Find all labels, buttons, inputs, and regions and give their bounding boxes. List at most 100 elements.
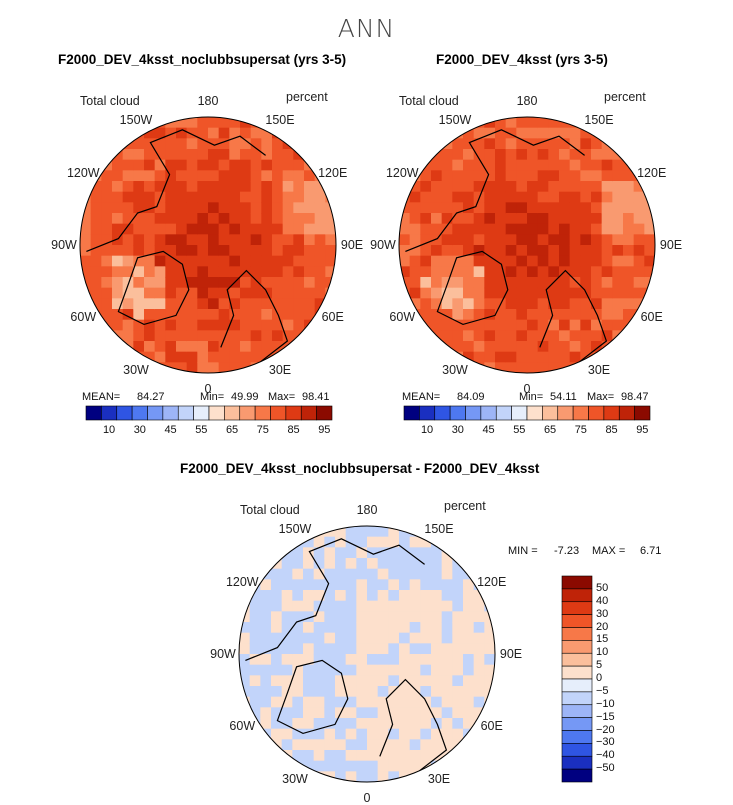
panel2-cell: [420, 362, 432, 373]
panel1-cell: [282, 170, 294, 182]
panel3-cell: [388, 664, 400, 676]
panel2-cell: [559, 245, 571, 257]
panel2-cell: [644, 255, 655, 267]
panel1-longitude-label: 180: [197, 94, 219, 108]
panel1-cell: [144, 245, 156, 257]
panel2-cell: [623, 181, 635, 193]
panel2-cell: [420, 149, 432, 161]
panel3-cell: [271, 771, 283, 782]
panel2-cell: [452, 330, 464, 342]
panel2-cell: [623, 341, 635, 353]
panel2-cell: [612, 341, 624, 353]
panel2-cell: [484, 213, 496, 225]
panel2-cell: [463, 181, 475, 193]
panel3-cell: [399, 750, 411, 762]
panel1-cell: [261, 234, 273, 246]
panel3-cell: [420, 750, 432, 762]
panel3-longitude-label: 90W: [210, 647, 236, 661]
panel1-cell: [122, 255, 134, 267]
panel1-cell: [154, 149, 166, 161]
panel1-cell: [80, 234, 92, 246]
panel1-cell: [304, 117, 316, 129]
panel3-cell: [452, 632, 464, 644]
panel1-cell: [90, 181, 102, 193]
panel3-cell: [281, 600, 293, 612]
panel2-cell: [601, 298, 613, 310]
panel1-cell: [90, 277, 102, 289]
panel3-cell: [377, 675, 389, 687]
panel2-cell: [441, 234, 453, 246]
panel2-cell: [505, 277, 517, 289]
panel2-cell: [431, 223, 443, 235]
panel2-cell: [441, 330, 453, 342]
panel1-cell: [325, 266, 336, 278]
panel3-cell: [335, 686, 347, 698]
panel3-cell: [484, 558, 495, 570]
panel2-cell: [409, 191, 421, 203]
panel2-cell: [516, 266, 528, 278]
panel3-cell: [313, 750, 325, 762]
panel2-cell: [580, 127, 592, 139]
panel1-cell: [314, 127, 326, 139]
panel3-cell: [463, 590, 475, 602]
panel3-cell: [292, 739, 304, 751]
panel3-cell: [260, 622, 272, 634]
panel1-cell: [240, 341, 252, 353]
panel1-cell: [272, 138, 284, 150]
panel2-cell: [516, 191, 528, 203]
panel3-cell: [463, 622, 475, 634]
panel1-cell: [272, 351, 284, 363]
panel3-cell: [441, 654, 453, 666]
panel1-cell: [176, 319, 188, 331]
panel1-cell: [154, 319, 166, 331]
panel3-cell: [249, 654, 261, 666]
panel1-cell: [218, 351, 230, 363]
panel3-cell: [345, 568, 357, 580]
panel2-cell: [559, 287, 571, 299]
panel1-cell: [154, 351, 166, 363]
panel1-cell: [314, 266, 326, 278]
panel1-cell: [176, 287, 188, 299]
panel3-cell: [388, 707, 400, 719]
panel3-longitude-label: 120W: [225, 575, 259, 589]
panel1-cell: [154, 341, 166, 353]
panel1-cell: [122, 287, 134, 299]
panel2-cell: [633, 191, 645, 203]
panel2-cell: [495, 234, 507, 246]
panel3-cell: [377, 664, 389, 676]
panel1-cell: [218, 255, 230, 267]
panel1-cell: [218, 213, 230, 225]
panel2-cell: [580, 309, 592, 321]
panel1-cell: [240, 245, 252, 257]
colorbar-swatch: [561, 768, 593, 783]
panel2-cell: [527, 287, 539, 299]
panel1-cell: [90, 149, 102, 161]
panel3-cell: [463, 558, 475, 570]
panel2-cell: [399, 266, 411, 278]
panel1-cell: [176, 341, 188, 353]
panel2-cell: [559, 277, 571, 289]
panel2-cell: [591, 351, 603, 363]
panel3-cell: [452, 579, 464, 591]
panel1-cell: [165, 202, 177, 214]
panel1-variable-label: Total cloud: [80, 94, 140, 108]
panel3-cell: [367, 590, 379, 602]
panel3-cell: [463, 568, 475, 580]
panel2-cell: [441, 266, 453, 278]
panel3-cell: [281, 675, 293, 687]
panel2-cell: [473, 309, 485, 321]
panel3-cell: [260, 718, 272, 730]
panel2-cell: [516, 159, 528, 171]
panel3-cell: [260, 654, 272, 666]
panel2-cell: [484, 309, 496, 321]
panel1-cell: [101, 223, 113, 235]
panel3-cell: [420, 718, 432, 730]
colorbar-tick-label: 45: [482, 424, 495, 436]
panel2-cell: [559, 341, 571, 353]
colorbar-swatch: [618, 405, 635, 421]
panel3-cell: [473, 622, 485, 634]
colorbar-swatch: [557, 405, 574, 421]
panel2-cell: [644, 351, 655, 363]
panel1-cell: [261, 266, 273, 278]
panel3-cell: [292, 579, 304, 591]
